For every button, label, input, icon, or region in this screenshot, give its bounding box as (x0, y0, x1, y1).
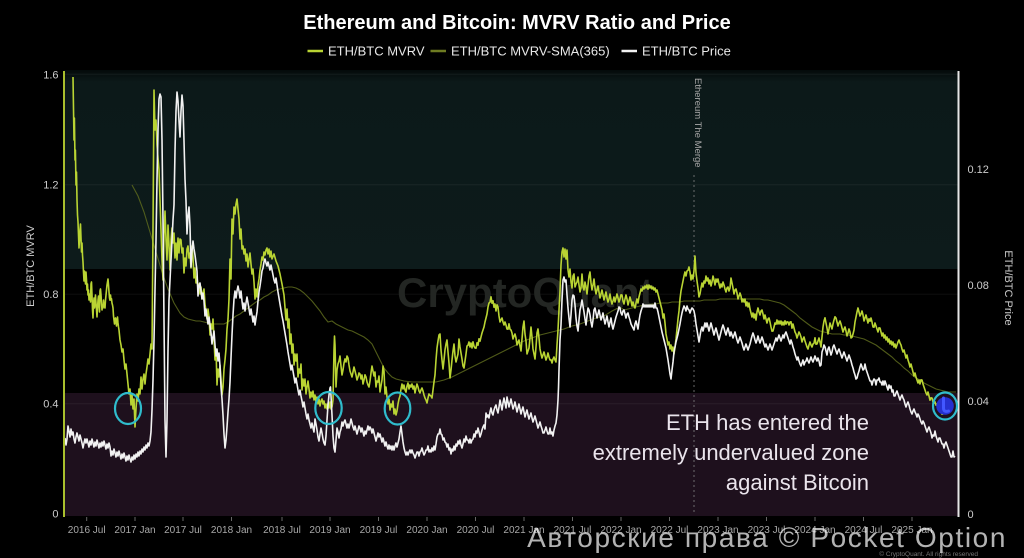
svg-text:0: 0 (968, 509, 974, 521)
svg-text:ETH/BTC MVRV-SMA(365): ETH/BTC MVRV-SMA(365) (451, 44, 610, 59)
svg-text:2017 Jan: 2017 Jan (114, 525, 155, 536)
svg-text:2019 Jan: 2019 Jan (309, 525, 350, 536)
svg-text:0: 0 (52, 509, 58, 521)
svg-text:ETH/BTC MVRV: ETH/BTC MVRV (328, 44, 425, 59)
svg-text:2023 Jan: 2023 Jan (697, 525, 738, 536)
svg-text:2024 Jul: 2024 Jul (845, 525, 883, 536)
svg-text:1.6: 1.6 (43, 69, 58, 81)
svg-text:0.08: 0.08 (968, 280, 989, 292)
svg-text:ETH/BTC Price: ETH/BTC Price (1002, 250, 1014, 325)
svg-text:ETH/BTC Price: ETH/BTC Price (642, 44, 731, 59)
svg-text:© CryptoQuant. All rights rese: © CryptoQuant. All rights reserved (879, 550, 978, 558)
svg-text:against Bitcoin: against Bitcoin (726, 470, 869, 495)
svg-text:2022 Jul: 2022 Jul (651, 525, 689, 536)
svg-text:2018 Jan: 2018 Jan (211, 525, 252, 536)
svg-text:0.8: 0.8 (43, 289, 58, 301)
svg-text:2017 Jul: 2017 Jul (164, 525, 202, 536)
svg-text:2020 Jan: 2020 Jan (406, 525, 447, 536)
svg-text:2023 Jul: 2023 Jul (748, 525, 786, 536)
svg-text:0.12: 0.12 (968, 164, 989, 176)
svg-text:2022 Jan: 2022 Jan (600, 525, 641, 536)
svg-text:ETH/BTC MVRV: ETH/BTC MVRV (25, 224, 37, 306)
svg-text:0.4: 0.4 (43, 399, 58, 411)
svg-text:2021 Jul: 2021 Jul (554, 525, 592, 536)
svg-text:2020 Jul: 2020 Jul (457, 525, 495, 536)
svg-text:1.2: 1.2 (43, 180, 58, 192)
svg-text:2016 Jul: 2016 Jul (68, 525, 106, 536)
svg-text:Авторские права © Pocket Optio: Авторские права © Pocket Option (527, 522, 1007, 553)
svg-text:2018 Jul: 2018 Jul (263, 525, 301, 536)
svg-text:Ethereum The Merge: Ethereum The Merge (692, 78, 703, 168)
svg-text:0.04: 0.04 (968, 396, 989, 408)
svg-text:CryptoQuant: CryptoQuant (397, 269, 654, 316)
svg-text:2021 Jan: 2021 Jan (503, 525, 544, 536)
svg-text:2019 Jul: 2019 Jul (360, 525, 398, 536)
svg-text:2024 Jan: 2024 Jan (794, 525, 835, 536)
svg-text:2025 Jan: 2025 Jan (891, 525, 932, 536)
svg-text:ETH has entered the: ETH has entered the (666, 410, 869, 435)
svg-text:Ethereum and Bitcoin: MVRV Rat: Ethereum and Bitcoin: MVRV Ratio and Pri… (303, 12, 730, 34)
svg-text:extremely undervalued zone: extremely undervalued zone (593, 440, 869, 465)
